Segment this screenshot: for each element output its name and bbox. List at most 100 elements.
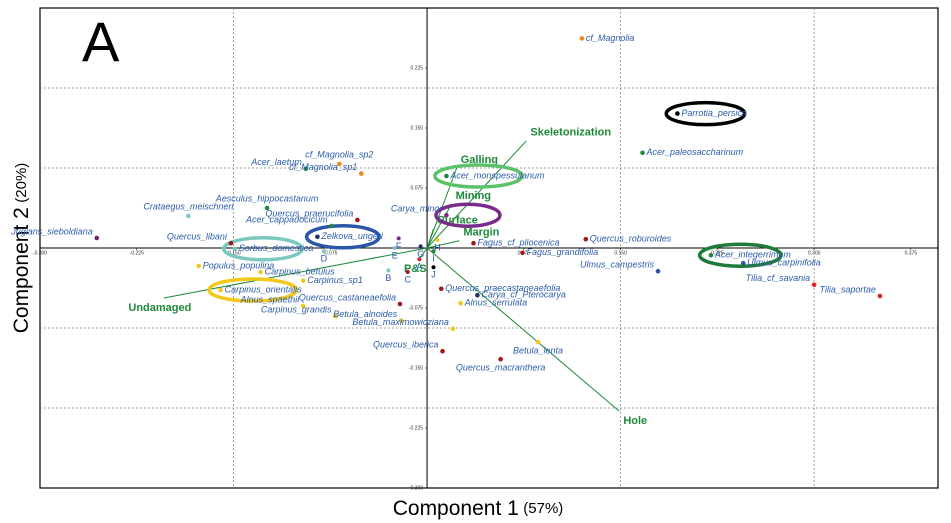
point-label: Betula_lenta <box>513 345 563 355</box>
x-tick-label: -0.150 <box>226 250 240 256</box>
point <box>708 252 714 258</box>
point-label: Quercus_praecastaneaefolia <box>445 283 560 293</box>
loading-vector <box>426 247 620 412</box>
point <box>258 269 263 275</box>
point-label: Fagus_grandifolia <box>527 247 599 257</box>
point <box>333 313 338 319</box>
point-label: cf_Magnolia_sp1 <box>289 162 357 172</box>
loading-vector <box>418 247 428 260</box>
point <box>315 234 320 240</box>
vector-label: Skeletonization <box>530 127 611 139</box>
point <box>811 282 817 288</box>
group-label: J <box>431 270 436 280</box>
point-label: Quercus_roburoides <box>590 234 672 244</box>
point <box>398 318 404 324</box>
point <box>438 286 444 292</box>
point <box>329 223 334 229</box>
group-label: C <box>404 274 411 284</box>
panel-label: A <box>82 10 120 73</box>
group-point <box>405 270 410 274</box>
point-label: Sorbus_domestica <box>239 243 314 253</box>
y-tick-label: -0.075 <box>409 305 423 311</box>
vector-label: Mining <box>456 190 491 202</box>
vector-label: Hole <box>623 415 647 427</box>
loading-vector <box>426 228 434 249</box>
group-label: E <box>392 250 398 260</box>
x-tick-label: 0.300 <box>808 250 821 256</box>
point-label: Parrotia_persica <box>681 108 747 118</box>
group-point <box>417 257 422 262</box>
point <box>186 213 191 219</box>
point <box>471 240 476 246</box>
highlight-ring <box>207 277 298 303</box>
loading-vector <box>426 240 460 249</box>
point <box>218 287 223 293</box>
point <box>740 260 746 266</box>
point-label: Aesculus_hippocastanum <box>215 193 319 203</box>
point-label: Carya_minor <box>391 204 444 214</box>
point-label: Ulmus_carpinifolia <box>747 258 821 268</box>
group-label: D <box>321 254 328 264</box>
point <box>450 326 456 332</box>
point-label: Carpinus_grandis <box>261 304 332 314</box>
y-label-pct: (20%) <box>13 163 30 203</box>
vector-label: Margin <box>463 227 499 239</box>
point <box>535 339 541 345</box>
point <box>675 111 680 116</box>
highlight-ring <box>433 163 524 189</box>
y-tick-label: -0.300 <box>409 485 423 491</box>
y-axis-label: Component 2 (20%) <box>10 163 33 334</box>
point-label: cf_Magnolia <box>586 33 635 43</box>
point <box>444 212 449 218</box>
highlight-ring <box>221 236 304 262</box>
group-point <box>392 246 397 250</box>
point-label: Crataegus_meischneri <box>143 201 234 211</box>
point <box>300 278 306 284</box>
x-tick-label: -0.225 <box>130 250 144 256</box>
highlight-ring <box>664 100 747 127</box>
group-point <box>396 236 401 241</box>
point <box>444 173 449 179</box>
point <box>232 246 238 252</box>
x-label-text: Component 1 <box>393 497 519 520</box>
vector-label: Undamaged <box>128 302 191 314</box>
point-label: Acer_paleosaccharinum <box>646 147 744 157</box>
point <box>300 303 306 309</box>
point <box>640 150 645 156</box>
point-label: Quercus_macranthera <box>456 363 546 373</box>
point-label: Carpinus_sp1 <box>307 275 363 285</box>
point-label: Tilia_cf_savania <box>746 273 810 283</box>
point <box>264 205 270 211</box>
point-label: Alnus_spaethii <box>240 294 301 304</box>
point <box>94 235 100 241</box>
x-tick-label: -0.075 <box>323 250 337 256</box>
point-label: Populus_populina <box>203 260 275 270</box>
group-point <box>386 268 391 273</box>
highlight-ring <box>434 202 502 228</box>
group-label: H <box>434 242 441 252</box>
point-label: Betula_alnoides <box>333 309 398 319</box>
point-label: Carpinus_orientalis <box>225 284 303 294</box>
point <box>520 250 525 256</box>
x-tick-label: -0.300 <box>33 250 47 256</box>
x-tick-label: 0.150 <box>614 250 627 256</box>
point <box>458 300 463 306</box>
group-label: G <box>417 249 424 259</box>
point-label: Quercus_praerucifolia <box>265 208 353 218</box>
group-point <box>418 244 423 249</box>
point <box>303 166 309 172</box>
point-label: Carpinus_betulus <box>265 266 336 276</box>
point <box>358 171 364 176</box>
point <box>498 356 503 362</box>
y-tick-label: 0.150 <box>411 125 424 131</box>
point <box>655 268 661 274</box>
point <box>579 36 585 41</box>
point-label: Acer_monspessulanum <box>449 170 545 180</box>
point <box>355 217 360 223</box>
point-label: Quercus_iberica <box>373 340 439 350</box>
y-tick-label: -0.150 <box>409 365 423 371</box>
group-point <box>435 238 440 242</box>
vector-label: Galling <box>461 154 498 166</box>
y-tick-label: -0.225 <box>409 425 423 431</box>
